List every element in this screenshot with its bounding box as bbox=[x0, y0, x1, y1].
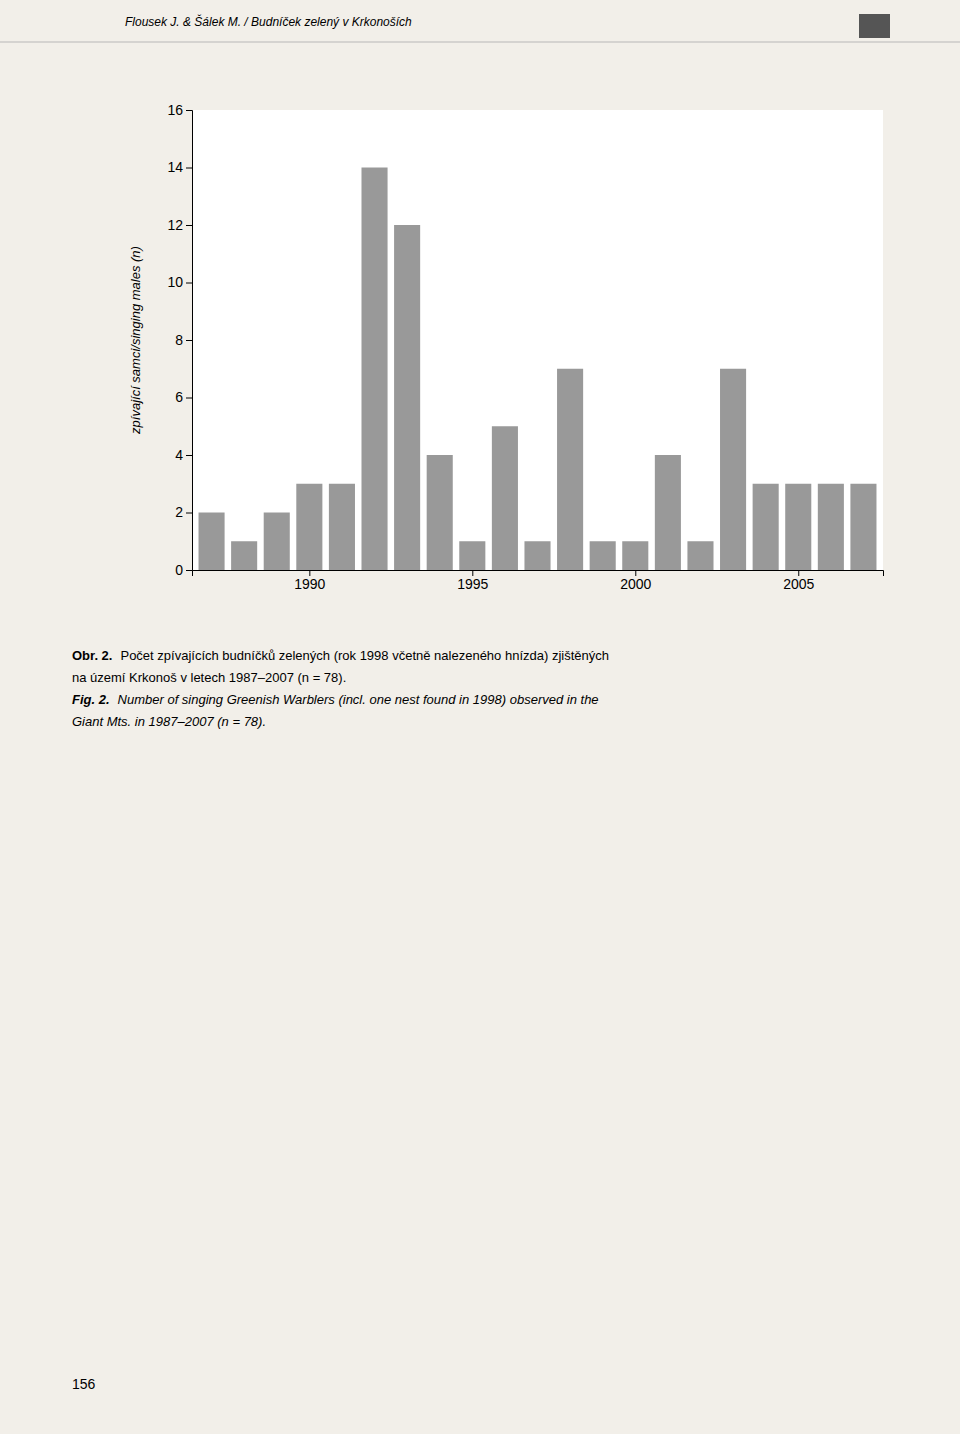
bar bbox=[264, 513, 290, 571]
header-rule bbox=[0, 42, 960, 43]
caption-text: na území Krkonoš v letech 1987–2007 (n =… bbox=[72, 670, 346, 685]
bar bbox=[524, 541, 550, 570]
chart: 1990 1995 2000 2005 0 2 4 6 8 10 12 14 16 zpívající s… bbox=[128, 102, 884, 592]
caption-text: Giant Mts. in 1987–2007 (n = 78). bbox=[72, 714, 266, 729]
bar bbox=[687, 541, 713, 570]
bar bbox=[557, 369, 583, 570]
y-tick-mark bbox=[186, 340, 192, 341]
bar bbox=[753, 484, 779, 570]
bar bbox=[785, 484, 811, 570]
bar bbox=[720, 369, 746, 570]
y-tick-label: 6 bbox=[175, 389, 183, 405]
caption-label: Fig. 2. bbox=[72, 692, 110, 707]
x-axis: 1990 1995 2000 2005 bbox=[193, 570, 884, 592]
bar bbox=[199, 513, 225, 571]
caption-label: Obr. 2. bbox=[72, 648, 112, 663]
plot-background bbox=[192, 110, 883, 570]
y-tick: 0 bbox=[175, 562, 192, 578]
x-tick: 2005 bbox=[783, 570, 814, 592]
bar bbox=[394, 225, 420, 570]
y-tick-label: 2 bbox=[175, 504, 183, 520]
caption-text: Number of singing Greenish Warblers (inc… bbox=[118, 692, 599, 707]
x-tick: 1990 bbox=[294, 570, 325, 592]
y-tick-mark bbox=[186, 168, 192, 169]
y-tick: 8 bbox=[175, 332, 192, 348]
y-axis-title: zpívající samci/singing males (n) bbox=[128, 246, 143, 435]
y-tick-mark bbox=[186, 225, 192, 226]
page-number: 156 bbox=[72, 1376, 96, 1392]
y-tick: 6 bbox=[175, 389, 192, 405]
page: Flousek J. & Šálek M. / Budníček zelený … bbox=[0, 0, 960, 1434]
y-tick-mark bbox=[186, 513, 192, 514]
y-tick-label: 0 bbox=[175, 562, 183, 578]
bar bbox=[622, 541, 648, 570]
y-tick-mark bbox=[186, 570, 192, 571]
y-tick: 2 bbox=[175, 504, 192, 520]
y-tick-label: 10 bbox=[167, 274, 183, 290]
bar bbox=[850, 484, 876, 570]
y-tick-label: 14 bbox=[167, 159, 183, 175]
y-tick-label: 8 bbox=[175, 332, 183, 348]
y-tick-mark bbox=[186, 110, 192, 111]
bar bbox=[492, 426, 518, 570]
y-tick-label: 4 bbox=[175, 447, 183, 463]
header-square bbox=[859, 14, 890, 38]
y-tick: 10 bbox=[167, 274, 192, 290]
x-tick: 1995 bbox=[457, 570, 488, 592]
y-tick: 16 bbox=[167, 102, 192, 118]
x-tick-label: 1990 bbox=[294, 576, 325, 592]
bar bbox=[818, 484, 844, 570]
y-tick: 4 bbox=[175, 447, 192, 463]
header-text: Flousek J. & Šálek M. / Budníček zelený … bbox=[125, 14, 412, 29]
y-axis-line bbox=[186, 111, 193, 571]
bars bbox=[199, 168, 877, 571]
x-tick-label: 2000 bbox=[620, 576, 651, 592]
y-tick-mark bbox=[186, 455, 192, 456]
caption-text: Počet zpívajících budníčků zelených (rok… bbox=[120, 648, 609, 663]
y-tick: 14 bbox=[167, 159, 192, 175]
y-tick-label: 12 bbox=[167, 217, 183, 233]
y-tick-label: 16 bbox=[167, 102, 183, 118]
bar bbox=[231, 541, 257, 570]
caption: Obr. 2. Počet zpívajících budníčků zelený… bbox=[72, 648, 609, 729]
y-tick-mark bbox=[186, 398, 192, 399]
y-axis: 0 2 4 6 8 10 12 14 16 bbox=[167, 102, 192, 578]
bar bbox=[329, 484, 355, 570]
bar bbox=[459, 541, 485, 570]
bar bbox=[590, 541, 616, 570]
bar bbox=[361, 168, 387, 571]
x-tick-label: 1995 bbox=[457, 576, 488, 592]
bar bbox=[427, 455, 453, 570]
x-tick: 2000 bbox=[620, 570, 651, 592]
bar bbox=[296, 484, 322, 570]
x-tick-label: 2005 bbox=[783, 576, 814, 592]
y-tick: 12 bbox=[167, 217, 192, 233]
bar bbox=[655, 455, 681, 570]
y-tick-mark bbox=[186, 283, 192, 284]
